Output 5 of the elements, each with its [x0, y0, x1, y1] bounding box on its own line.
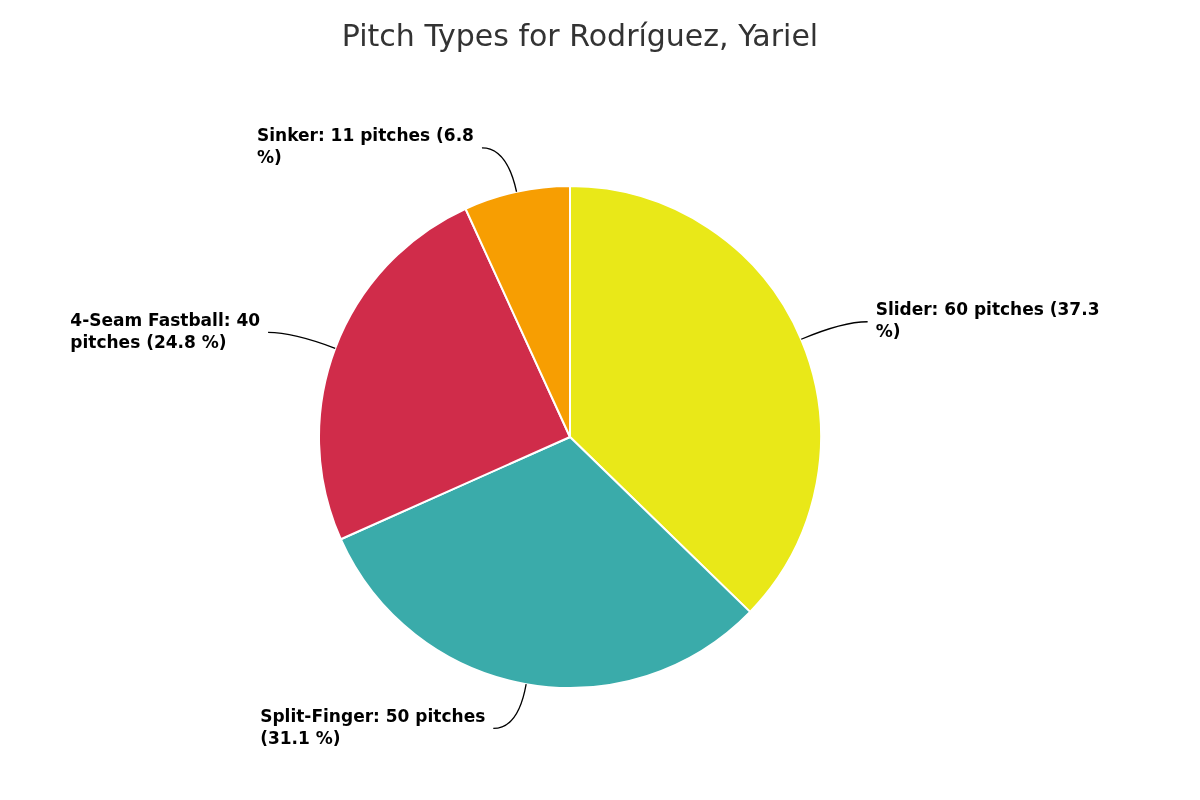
slice-label: Slider: 60 pitches (37.3 %) [875, 299, 1100, 342]
slice-label: Sinker: 11 pitches (6.8 %) [256, 125, 474, 168]
slice-label: 4-Seam Fastball: 40 pitches (24.8 %) [70, 309, 261, 352]
slice-label: Split-Finger: 50 pitches (31.1 %) [260, 705, 486, 748]
chart-title: Pitch Types for Rodríguez, Yariel [341, 17, 819, 53]
